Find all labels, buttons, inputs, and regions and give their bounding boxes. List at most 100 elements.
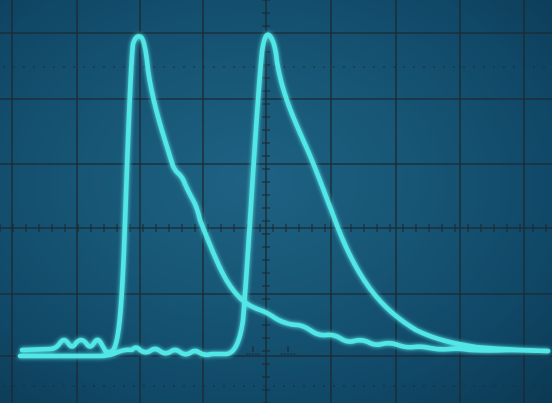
graticule-dot: [53, 66, 55, 68]
graticule-dot: [93, 385, 95, 387]
graticule-dot: [223, 385, 225, 387]
graticule-dot: [113, 66, 115, 68]
graticule-dot: [453, 66, 455, 68]
graticule-dot: [503, 66, 505, 68]
graticule-dot: [513, 385, 515, 387]
graticule-dot: [433, 385, 435, 387]
graticule-dot: [423, 66, 425, 68]
graticule-dot: [13, 66, 15, 68]
graticule-dot: [213, 385, 215, 387]
graticule-marker-dot: [284, 353, 286, 355]
graticule-dot: [263, 66, 265, 68]
graticule-dot: [243, 66, 245, 68]
graticule-dot: [173, 385, 175, 387]
graticule-dot: [483, 385, 485, 387]
graticule-dot: [313, 385, 315, 387]
waveform-trace-pulse-2: [17, 32, 551, 359]
graticule-dot: [23, 66, 25, 68]
graticule-dot: [183, 66, 185, 68]
graticule-dot: [203, 66, 205, 68]
graticule-dot: [163, 66, 165, 68]
graticule-dot: [273, 385, 275, 387]
graticule-dot: [33, 66, 35, 68]
graticule-dot: [53, 385, 55, 387]
graticule-dot: [403, 66, 405, 68]
graticule-dot: [123, 66, 125, 68]
graticule-dot: [263, 385, 265, 387]
graticule-marker-dot: [249, 353, 251, 355]
graticule-dot: [523, 385, 525, 387]
graticule-dot: [43, 66, 45, 68]
graticule-dot: [3, 66, 5, 68]
graticule-dot: [63, 385, 65, 387]
graticule-dot: [93, 66, 95, 68]
graticule-dot: [343, 385, 345, 387]
waveform-trace-pulse-1: [19, 34, 551, 355]
graticule-dot: [303, 66, 305, 68]
graticule-dot: [473, 66, 475, 68]
graticule-marker-dot: [255, 353, 257, 355]
graticule-dot: [533, 66, 535, 68]
graticule-dot: [243, 385, 245, 387]
graticule-dot: [23, 385, 25, 387]
graticule-marker-dot: [293, 353, 295, 355]
graticule-dot: [133, 385, 135, 387]
graticule-dot: [163, 385, 165, 387]
graticule-marker-dot: [287, 353, 289, 355]
graticule-dot: [373, 385, 375, 387]
graticule-dot: [353, 385, 355, 387]
graticule-dot: [233, 66, 235, 68]
graticule-dot: [333, 385, 335, 387]
graticule-dot: [3, 385, 5, 387]
graticule-dot: [63, 66, 65, 68]
graticule-dot: [143, 385, 145, 387]
graticule-dot: [253, 385, 255, 387]
graticule-dot: [543, 66, 545, 68]
graticule-dot: [373, 66, 375, 68]
graticule-dot: [83, 66, 85, 68]
graticule-dot: [203, 385, 205, 387]
graticule-dot: [403, 385, 405, 387]
graticule-marker-dot: [281, 353, 283, 355]
graticule-dot: [513, 66, 515, 68]
graticule-dot: [523, 66, 525, 68]
graticule-dot: [363, 385, 365, 387]
graticule-dot: [463, 385, 465, 387]
graticule-dot: [73, 66, 75, 68]
graticule-dot: [533, 385, 535, 387]
graticule-dot: [283, 66, 285, 68]
graticule-dot: [413, 385, 415, 387]
graticule-dot: [13, 385, 15, 387]
graticule-dot: [73, 385, 75, 387]
graticule-dot: [173, 66, 175, 68]
graticule-marker-dot: [290, 353, 292, 355]
graticule-dot: [183, 385, 185, 387]
graticule-dot: [353, 66, 355, 68]
graticule-dot: [323, 66, 325, 68]
graticule-dot: [493, 66, 495, 68]
graticule-marker-dot: [252, 353, 254, 355]
graticule-dot: [383, 385, 385, 387]
graticule-dot: [103, 66, 105, 68]
graticule-dot: [273, 66, 275, 68]
graticule-dot: [293, 385, 295, 387]
graticule-dot: [303, 385, 305, 387]
graticule-dot: [193, 385, 195, 387]
graticule-dot: [43, 385, 45, 387]
graticule-dot: [343, 66, 345, 68]
graticule-dot: [253, 66, 255, 68]
graticule-dot: [453, 385, 455, 387]
graticule-dot: [223, 66, 225, 68]
graticule-dot: [113, 385, 115, 387]
graticule-dot: [503, 385, 505, 387]
graticule-dot: [493, 385, 495, 387]
graticule-dot: [33, 385, 35, 387]
waveform-traces: [17, 32, 551, 359]
graticule-dot: [213, 66, 215, 68]
graticule-dot: [433, 66, 435, 68]
graticule-dot: [123, 385, 125, 387]
graticule-dot: [383, 66, 385, 68]
graticule-dot: [393, 385, 395, 387]
